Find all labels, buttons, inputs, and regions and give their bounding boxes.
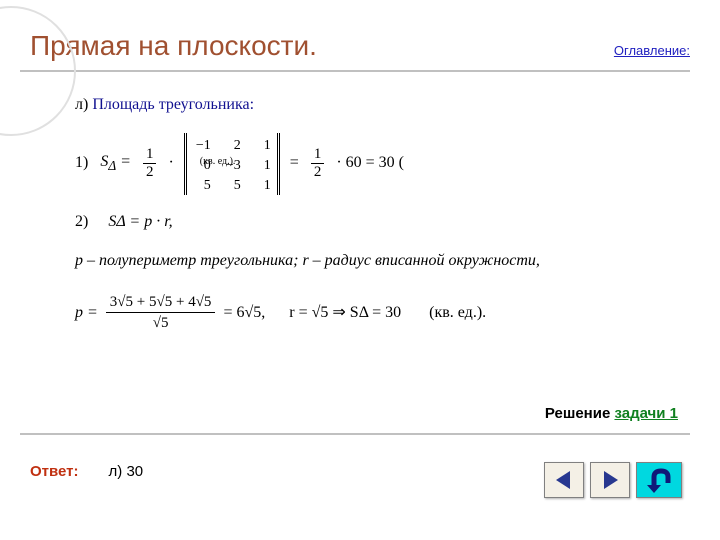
item-1-num: 1) — [75, 150, 88, 176]
p-result: = 6√5, — [223, 300, 265, 326]
prev-button[interactable] — [544, 462, 584, 498]
units: (кв. ед.). — [429, 300, 486, 326]
explanation: p – полупериметр треугольника; r – радиу… — [75, 248, 690, 274]
triangle-left-icon — [553, 469, 575, 491]
formula-1: 1) SΔ = 1 2 · −121 0−31 551 (кв. ед.). =… — [75, 132, 690, 195]
content-area: л) Площадь треугольника: 1) SΔ = 1 2 · −… — [30, 92, 690, 334]
determinant-wrap: −121 0−31 551 (кв. ед.). — [186, 132, 278, 195]
triangle-right-icon — [599, 469, 621, 491]
p-fraction: 3√5 + 5√5 + 4√5 √5 — [106, 292, 216, 334]
one-half-2: 1 2 — [311, 146, 325, 180]
return-button[interactable] — [636, 462, 682, 498]
subheading: л) Площадь треугольника: — [75, 92, 690, 118]
next-button[interactable] — [590, 462, 630, 498]
eq-after-det: = — [290, 150, 299, 176]
one-half-1: 1 2 — [143, 146, 157, 180]
dot-1: · — [168, 150, 173, 176]
u-turn-icon — [644, 467, 674, 493]
subhead-prefix: л) — [75, 96, 92, 113]
r-expr: r = √5 ⇒ SΔ = 30 — [289, 300, 401, 326]
formula-2-expr: SΔ = p · r, — [108, 213, 172, 230]
divider-bottom — [20, 433, 690, 435]
answer-value: л) 30 — [109, 463, 144, 480]
s-delta: SΔ = — [100, 149, 131, 177]
formula-2: 2) SΔ = p · r, — [75, 209, 690, 235]
toc-link[interactable]: Оглавление: — [614, 43, 690, 58]
item-2-num: 2) — [75, 213, 88, 230]
solution-label: Решение — [545, 405, 615, 422]
divider-top — [20, 70, 690, 72]
overlay-unit-note: (кв. ед.). — [200, 154, 236, 170]
task-link[interactable]: задачи 1 — [614, 405, 678, 422]
answer-label: Ответ: — [30, 463, 79, 480]
nav-buttons — [544, 462, 682, 498]
subhead-text: Площадь треугольника: — [92, 96, 254, 113]
solution-line: Решение задачи 1 — [545, 405, 678, 422]
times-60: · 60 = 30 ( — [336, 150, 404, 176]
answer-row: Ответ: л) 30 — [30, 463, 143, 480]
formula-3: p = 3√5 + 5√5 + 4√5 √5 = 6√5, r = √5 ⇒ S… — [75, 292, 690, 334]
p-label: p = — [75, 300, 98, 326]
